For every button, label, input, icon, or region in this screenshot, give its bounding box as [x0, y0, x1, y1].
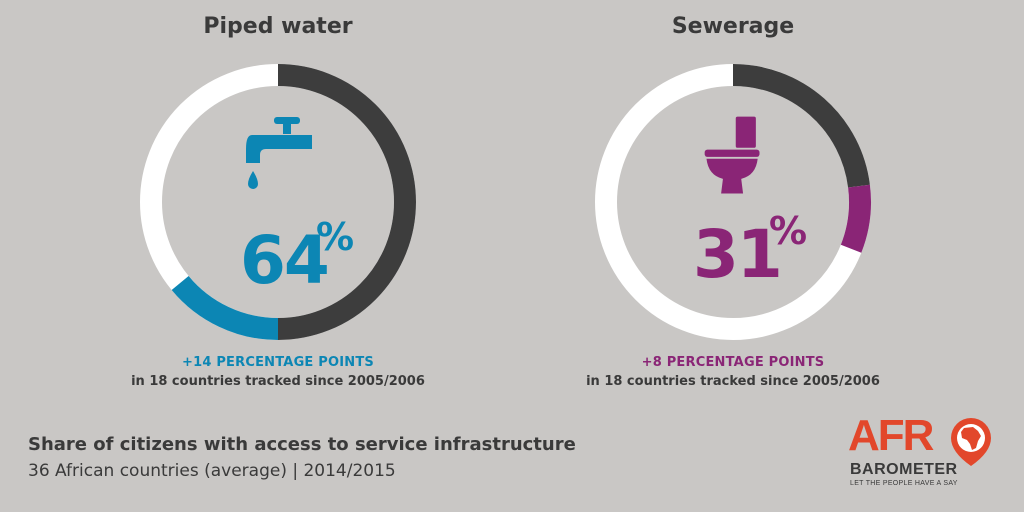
donut-chart-sewerage	[595, 64, 871, 340]
value-label: 31	[693, 216, 783, 293]
segment-change	[840, 184, 871, 253]
percent-sign: %	[769, 209, 808, 253]
percent-sign: %	[316, 215, 355, 259]
donut-chart-piped-water	[140, 64, 416, 340]
piped-water-panel: Piped water 64 % +14 PERCENTAGE POINTS i…	[78, 0, 478, 400]
chart-title: Piped water	[203, 14, 353, 39]
footer-title: Share of citizens with access to service…	[28, 434, 576, 455]
change-note: in 18 countries tracked since 2005/2006	[131, 374, 425, 389]
afrobarometer-logo: AFR BAROMETER LET THE PEOPLE HAVE A SAY	[848, 414, 998, 494]
logo-tagline: LET THE PEOPLE HAVE A SAY	[850, 480, 958, 487]
value-label: 64	[240, 222, 330, 299]
toilet-icon	[704, 116, 760, 194]
change-note: in 18 countries tracked since 2005/2006	[586, 374, 880, 389]
segment-prior-share	[277, 64, 416, 340]
chart-title: Sewerage	[671, 14, 795, 39]
faucet-icon	[246, 117, 312, 189]
segment-prior-share	[732, 64, 870, 188]
footer-subtitle: 36 African countries (average) | 2014/20…	[28, 461, 396, 481]
change-label: +8 PERCENTAGE POINTS	[641, 355, 825, 370]
logo-wordmark: AFR	[848, 411, 934, 460]
segment-change	[171, 275, 279, 340]
change-label: +14 PERCENTAGE POINTS	[182, 355, 374, 370]
africa-pin-icon	[951, 418, 991, 466]
sewerage-panel: Sewerage 31 % +8 PERCENTAGE POINTS in 18…	[533, 0, 933, 400]
logo-barometer-text: BAROMETER	[850, 461, 958, 478]
